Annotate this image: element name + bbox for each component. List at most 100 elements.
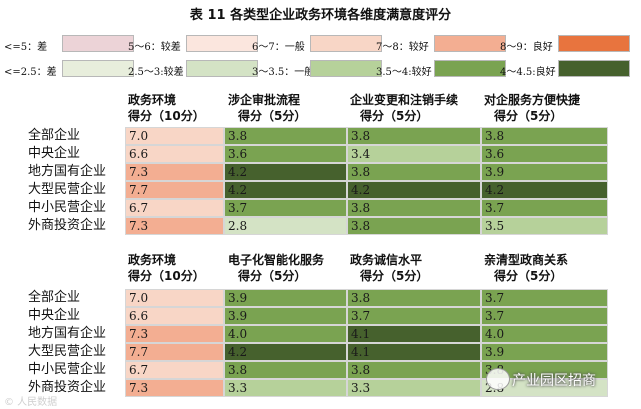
- score-cell: 3.8: [481, 127, 608, 145]
- score-cell: 6.7: [125, 199, 224, 217]
- score-cell: 3.9: [481, 163, 608, 181]
- legend-item: 6～7：一般: [252, 33, 388, 55]
- score-cell: 3.7: [481, 289, 608, 307]
- legend-label: <=5：差: [4, 42, 48, 53]
- score-cell: 3.7: [347, 307, 481, 325]
- column-header-unit: 得分（5分）: [360, 269, 429, 283]
- wechat-icon: [486, 368, 510, 390]
- legend-label: 3.5～4:较好: [376, 67, 432, 78]
- score-cell: 7.3: [125, 217, 224, 235]
- legend-item: <=5：差: [4, 33, 140, 55]
- column-header-title: 亲清型政商关系: [484, 253, 569, 267]
- score-cell: 3.4: [347, 145, 481, 163]
- legend-swatch: [558, 35, 630, 52]
- score-cell: 3.7: [224, 199, 347, 217]
- column-header-unit: 得分（10分）: [128, 109, 205, 123]
- score-cell: 3.7: [481, 307, 608, 325]
- legend-swatch: [62, 35, 134, 52]
- score-cell: 3.9: [481, 343, 608, 361]
- legend-label: 2.5～3:较差: [128, 67, 184, 78]
- column-header-title: 政务环境: [128, 253, 177, 267]
- column-header-unit: 得分（5分）: [494, 269, 563, 283]
- score-cell: 3.8: [481, 361, 608, 379]
- watermark-small: © 人民数据: [4, 397, 58, 408]
- column-header-title: 企业变更和注销手续: [350, 93, 459, 107]
- score-cell: 4.2: [481, 181, 608, 199]
- score-cell: 4.2: [224, 163, 347, 181]
- score-cell: 6.6: [125, 145, 224, 163]
- legend-item: 8～9：良好: [500, 33, 636, 55]
- score-cell: 7.3: [125, 379, 224, 397]
- legend-swatch: [186, 35, 258, 52]
- column-header-unit: 得分（5分）: [494, 109, 563, 123]
- legend-swatch: [186, 60, 258, 77]
- legend-label: 6～7：一般: [252, 42, 305, 53]
- score-cell: 3.5: [481, 217, 608, 235]
- legend-swatch: [310, 35, 382, 52]
- score-cell: 2.8: [224, 217, 347, 235]
- score-cell: 3.6: [481, 145, 608, 163]
- score-cell: 3.8: [347, 199, 481, 217]
- legend-swatch: [434, 35, 506, 52]
- score-cell: 3.8: [347, 163, 481, 181]
- column-header: 电子化智能化服务得分（5分）: [228, 252, 324, 284]
- column-header-unit: 得分（10分）: [128, 269, 205, 283]
- column-header: 政务环境得分（10分）: [128, 252, 205, 284]
- column-header: 政务诚信水平得分（5分）: [350, 252, 428, 284]
- legend-item: 4～4.5:良好: [500, 58, 636, 80]
- column-header-title: 政务环境: [128, 93, 177, 107]
- legend-label: 3～3.5：一般: [252, 67, 315, 78]
- row-label: 地方国有企业: [28, 326, 107, 341]
- row-label: 大型民营企业: [28, 182, 107, 197]
- row-label: 地方国有企业: [28, 164, 107, 179]
- column-header-title: 电子化智能化服务: [228, 253, 325, 267]
- legend-swatch: [62, 60, 134, 77]
- score-cell: 3.3: [224, 379, 347, 397]
- score-cell: 6.7: [125, 361, 224, 379]
- legend-item: 3.5～4:较好: [376, 58, 512, 80]
- column-header: 亲清型政商关系 得分（5分）: [484, 252, 568, 284]
- score-cell: 3.3: [347, 379, 481, 397]
- score-cell: 7.7: [125, 181, 224, 199]
- row-label: 中央企业: [28, 146, 81, 161]
- score-cell: 7.0: [125, 127, 224, 145]
- legend-item: 3～3.5：一般: [252, 58, 388, 80]
- column-header: 企业变更和注销手续得分（5分）: [350, 92, 458, 124]
- score-cell: 3.7: [481, 199, 608, 217]
- row-label: 外商投资企业: [28, 218, 107, 233]
- score-cell: 3.8: [347, 361, 481, 379]
- column-header-unit: 得分（5分）: [360, 109, 429, 123]
- score-cell: 3.9: [224, 289, 347, 307]
- column-header: 政务环境得分（10分）: [128, 92, 205, 124]
- row-label: 中小民营企业: [28, 362, 107, 377]
- column-header-title: 对企服务方便快捷: [484, 93, 581, 107]
- column-header-title: 政务诚信水平: [350, 253, 423, 267]
- legend-item: 2.5～3:较差: [128, 58, 264, 80]
- score-cell: 3.6: [224, 145, 347, 163]
- legend-label: 7～8：较好: [376, 42, 429, 53]
- legend-label: 8～9：良好: [500, 42, 553, 53]
- legend-swatch: [434, 60, 506, 77]
- score-cell: 4.1: [347, 325, 481, 343]
- column-header: 涉企审批流程 得分（5分）: [228, 92, 306, 124]
- score-cell: 3.8: [224, 361, 347, 379]
- legend-label: 5～6：较差: [128, 42, 181, 53]
- score-cell: 7.7: [125, 343, 224, 361]
- legend-item: 5～6：较差: [128, 33, 264, 55]
- column-header: 对企服务方便快捷得分（5分）: [484, 92, 580, 124]
- row-label: 全部企业: [28, 128, 81, 143]
- score-cell: 4.2: [224, 343, 347, 361]
- row-label: 中央企业: [28, 308, 81, 323]
- row-label: 中小民营企业: [28, 200, 107, 215]
- legend-label: <=2.5：差: [4, 67, 57, 78]
- legend-swatch: [558, 60, 630, 77]
- score-cell: 3.9: [224, 307, 347, 325]
- score-cell: 3.8: [224, 127, 347, 145]
- column-header-unit: 得分（5分）: [238, 109, 307, 123]
- score-cell: 4.2: [347, 181, 481, 199]
- score-cell: 4.2: [224, 181, 347, 199]
- legend-item: 7～8：较好: [376, 33, 512, 55]
- watermark-text: 产业园区招商: [512, 373, 596, 389]
- column-header-unit: 得分（5分）: [238, 269, 307, 283]
- score-cell: 7.3: [125, 325, 224, 343]
